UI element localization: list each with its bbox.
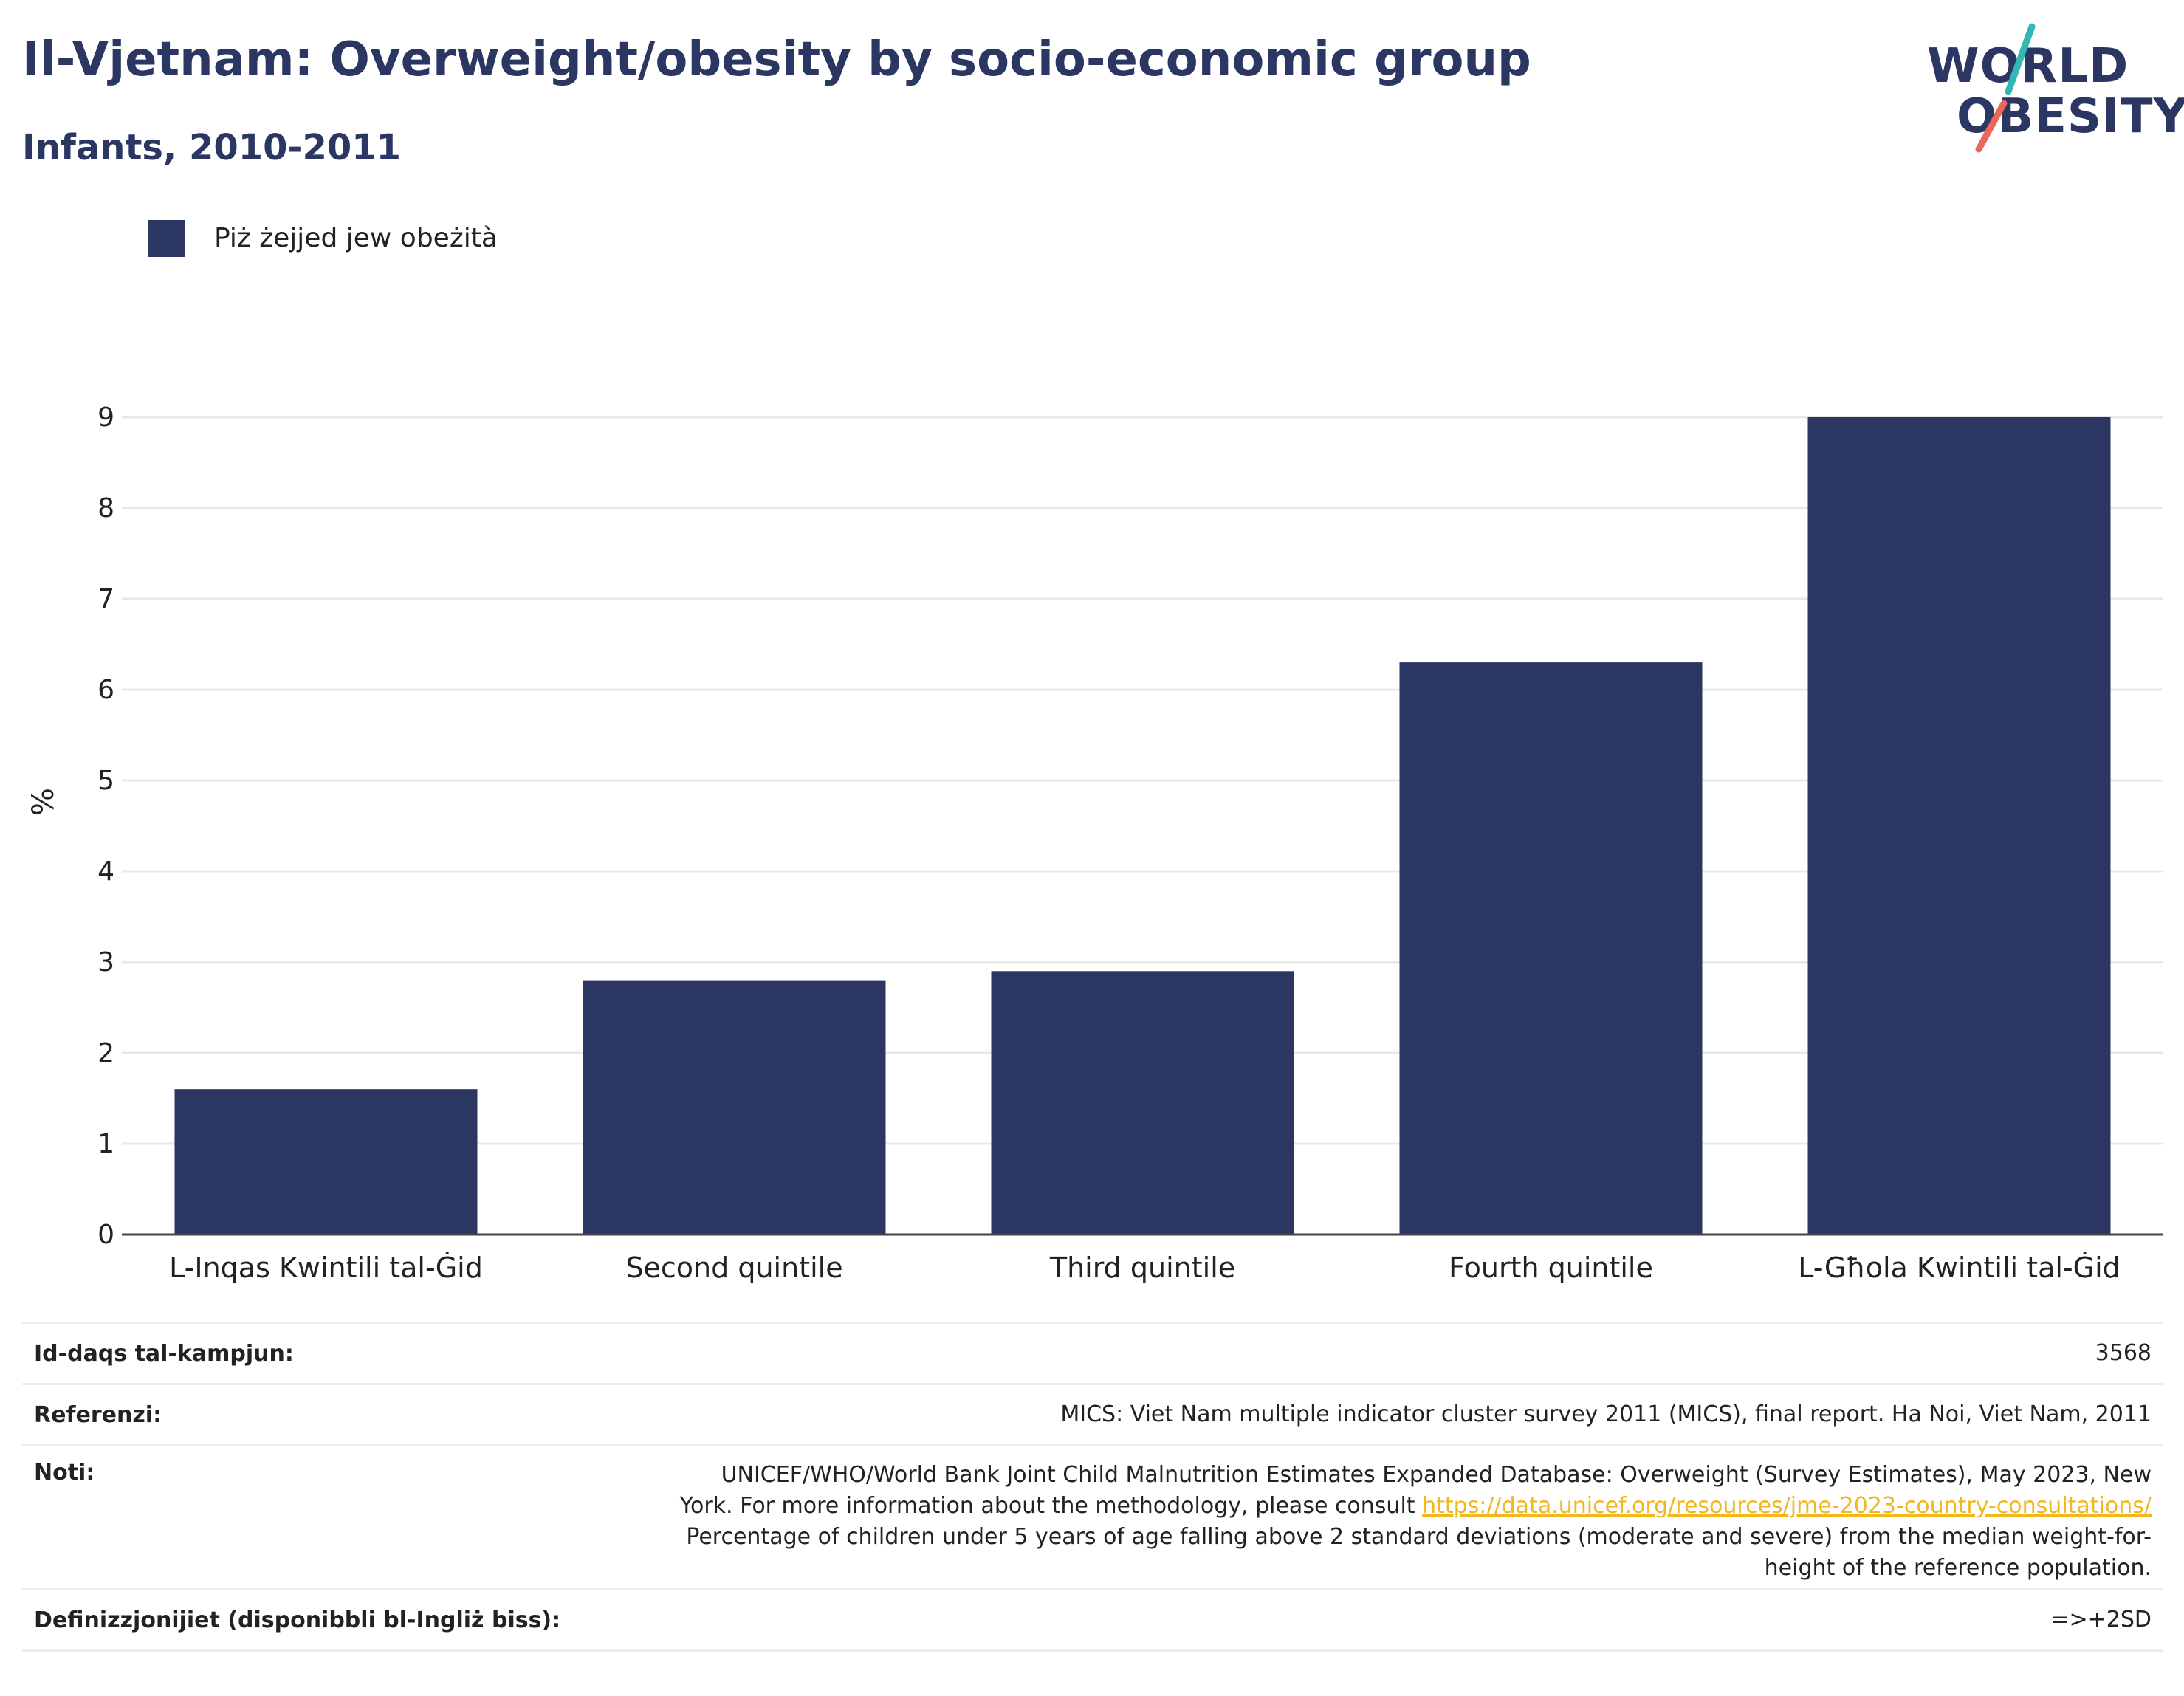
x-tick-label: Third quintile [1049, 1252, 1235, 1284]
notes-label: Noti: [34, 1460, 95, 1486]
y-tick-label: 8 [97, 493, 114, 523]
bar [583, 980, 886, 1235]
bar [174, 1089, 478, 1235]
notes-line-1: UNICEF/WHO/World Bank Joint Child Malnut… [721, 1462, 2152, 1488]
notes-value: UNICEF/WHO/World Bank Joint Child Malnut… [680, 1460, 2163, 1584]
world-obesity-logo: WORLD OBESITY [1927, 22, 2184, 155]
references-value: MICS: Viet Nam multiple indicator cluste… [1060, 1401, 2152, 1427]
sample-size-row: Id-daqs tal-kampjun: 3568 [22, 1322, 2163, 1383]
definitions-label: Definizzjonijiet (disponibbli bl-Ingliż … [34, 1607, 561, 1633]
chart-bars [174, 417, 2111, 1235]
sample-size-label: Id-daqs tal-kampjun: [34, 1340, 294, 1367]
notes-line-4: height of the reference population. [1764, 1555, 2152, 1581]
bar-chart: 0 1 2 3 4 5 6 7 8 9 L-Inqas Kwintili tal-Ġid Secon… [27, 402, 2163, 1284]
page-subtitle: Infants, 2010-2011 [22, 127, 402, 168]
x-tick-label: Second quintile [625, 1252, 842, 1284]
bar [991, 971, 1294, 1235]
chart-x-labels: L-Inqas Kwintili tal-Ġid Second quintile T… [169, 1252, 2121, 1284]
details-table: Id-daqs tal-kampjun: 3568 Referenzi: MIC… [22, 1322, 2163, 1652]
legend-swatch [148, 220, 185, 257]
y-tick-label: 6 [97, 675, 114, 705]
page-title: Il-Vjetnam: Overweight/obesity by socio-… [22, 32, 1531, 87]
bar [1399, 662, 1703, 1235]
bar [1807, 417, 2111, 1235]
definitions-row: Definizzjonijiet (disponibbli bl-Ingliż … [22, 1588, 2163, 1652]
y-tick-label: 9 [97, 402, 114, 433]
y-tick-label: 1 [97, 1129, 114, 1159]
sample-size-value: 3568 [2095, 1340, 2152, 1366]
notes-line-2: York. For more information about the met… [679, 1493, 1415, 1519]
y-tick-label: 3 [97, 947, 114, 978]
definitions-value: =>+2SD [2050, 1607, 2152, 1633]
methodology-link[interactable]: https://data.unicef.org/resources/jme-20… [1422, 1493, 2152, 1519]
legend-label: Piż żejjed jew obeżità [214, 223, 498, 253]
x-tick-label: Fourth quintile [1449, 1252, 1653, 1284]
logo-line-1: WORLD [1927, 39, 2129, 94]
y-tick-label: 5 [97, 766, 114, 796]
y-tick-label: 2 [97, 1038, 114, 1068]
x-tick-label: L-Inqas Kwintili tal-Ġid [169, 1252, 483, 1284]
notes-row: Noti: UNICEF/WHO/World Bank Joint Child … [22, 1444, 2163, 1588]
x-tick-label: L-Għola Kwintili tal-Ġid [1798, 1252, 2121, 1284]
y-axis-title: % [27, 788, 61, 816]
references-label: Referenzi: [34, 1401, 162, 1428]
y-tick-label: 4 [97, 856, 114, 887]
references-row: Referenzi: MICS: Viet Nam multiple indic… [22, 1383, 2163, 1444]
y-tick-label: 0 [97, 1220, 114, 1250]
chart-y-ticks: 0 1 2 3 4 5 6 7 8 9 [97, 402, 114, 1250]
y-tick-label: 7 [97, 584, 114, 614]
notes-line-3: Percentage of children under 5 years of … [686, 1524, 2152, 1550]
logo-slash-icon [1975, 23, 2036, 153]
